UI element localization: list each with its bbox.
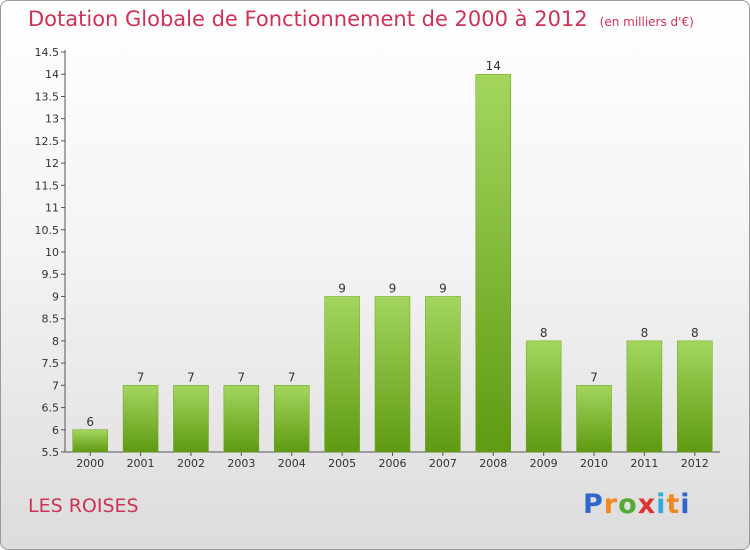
- bar: [223, 385, 260, 453]
- bar: [374, 296, 411, 453]
- y-tick-label: 13.5: [35, 90, 60, 103]
- y-tick-label: 10.5: [35, 224, 60, 237]
- data-label: 8: [691, 326, 699, 340]
- bar: [576, 385, 612, 453]
- data-label: 7: [590, 370, 598, 384]
- data-label: 7: [137, 370, 145, 384]
- logo-letter: P: [583, 489, 604, 520]
- bar: [475, 73, 512, 453]
- data-label: 9: [338, 281, 346, 295]
- data-label: 7: [187, 370, 195, 384]
- y-tick-label: 7.5: [42, 357, 60, 370]
- unit-label: (en milliers d'€): [599, 15, 694, 29]
- bar: [273, 385, 310, 453]
- logo-letter: o: [618, 489, 638, 520]
- bar: [72, 429, 108, 453]
- y-tick-label: 10: [45, 246, 59, 259]
- y-tick-label: 11.5: [35, 179, 60, 192]
- bar: [122, 385, 159, 453]
- y-tick-label: 13: [45, 113, 59, 126]
- x-tick-label: 2010: [580, 457, 608, 470]
- data-label: 7: [288, 370, 296, 384]
- bar: [324, 296, 360, 453]
- x-tick-label: 2011: [630, 457, 658, 470]
- data-label: 14: [486, 59, 501, 73]
- x-tick-label: 2001: [127, 457, 155, 470]
- y-tick-label: 9: [52, 290, 59, 303]
- bar: [677, 340, 713, 453]
- x-tick-label: 2000: [76, 457, 104, 470]
- y-tick-label: 9.5: [42, 268, 60, 281]
- y-tick-label: 8: [52, 335, 59, 348]
- bar: [626, 340, 663, 453]
- x-tick-label: 2003: [227, 457, 255, 470]
- data-label: 9: [389, 281, 397, 295]
- title-text: Dotation Globale de Fonctionnement de 20…: [28, 7, 588, 31]
- y-tick-label: 11: [45, 202, 59, 215]
- y-tick-label: 7: [52, 379, 59, 392]
- data-label: 8: [641, 326, 649, 340]
- bar: [425, 296, 461, 453]
- y-tick-label: 6.5: [42, 402, 60, 415]
- y-tick-label: 12: [45, 157, 59, 170]
- logo-letter: i: [680, 489, 691, 520]
- x-tick-label: 2012: [681, 457, 709, 470]
- proxiti-logo: Proxiti: [583, 489, 691, 520]
- data-label: 9: [439, 281, 447, 295]
- x-tick-label: 2007: [429, 457, 457, 470]
- x-tick-label: 2005: [328, 457, 356, 470]
- y-tick-label: 6: [52, 424, 59, 437]
- y-tick-label: 14.5: [35, 46, 60, 59]
- logo-letter: i: [656, 489, 667, 520]
- x-tick-label: 2009: [530, 457, 558, 470]
- x-tick-label: 2006: [379, 457, 407, 470]
- y-tick-label: 12.5: [35, 135, 60, 148]
- data-label: 8: [540, 326, 548, 340]
- data-label: 6: [86, 415, 94, 429]
- bar: [173, 385, 209, 453]
- x-tick-label: 2002: [177, 457, 205, 470]
- commune-name: LES ROISES: [28, 495, 139, 517]
- y-tick-label: 14: [45, 68, 59, 81]
- logo-letter: r: [603, 489, 619, 520]
- chart-title: Dotation Globale de Fonctionnement de 20…: [28, 7, 694, 31]
- logo-letter: x: [637, 489, 657, 520]
- data-label: 7: [238, 370, 246, 384]
- y-tick-label: 5.5: [42, 446, 60, 459]
- x-tick-label: 2008: [479, 457, 507, 470]
- logo-letter: t: [666, 489, 681, 520]
- bar: [525, 340, 562, 453]
- y-tick-label: 8.5: [42, 313, 60, 326]
- x-tick-label: 2004: [278, 457, 306, 470]
